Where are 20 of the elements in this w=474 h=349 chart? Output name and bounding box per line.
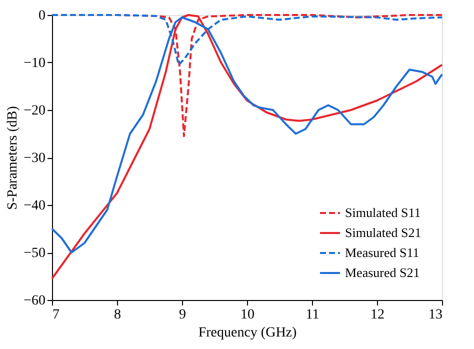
x-tick-label: 13 — [428, 308, 442, 322]
x-axis-title: Frequency (GHz) — [198, 326, 298, 340]
y-tick-label: −40 — [24, 198, 46, 214]
legend-label: Simulated S21 — [345, 225, 422, 240]
x-tick-label: 9 — [179, 308, 186, 322]
y-tick-label: −10 — [24, 56, 46, 71]
x-tick-label: 10 — [240, 308, 254, 322]
legend-label: Measured S21 — [345, 265, 420, 280]
y-tick-label: −30 — [24, 151, 46, 166]
y-tick-label: −60 — [24, 294, 46, 308]
y-axis-title: S-Parameters (dB) — [6, 106, 21, 210]
x-tick-label: 7 — [52, 308, 60, 322]
legend-label: Measured S11 — [345, 245, 420, 260]
x-tick-label: 12 — [370, 308, 384, 322]
y-tick-label: −20 — [24, 104, 46, 118]
x-tick-label: 8 — [114, 308, 121, 322]
x-tick-label: 11 — [306, 308, 320, 322]
y-tick-label: 0 — [38, 8, 46, 24]
legend-label: Simulated S11 — [345, 205, 421, 220]
y-tick-label: −50 — [24, 246, 46, 261]
